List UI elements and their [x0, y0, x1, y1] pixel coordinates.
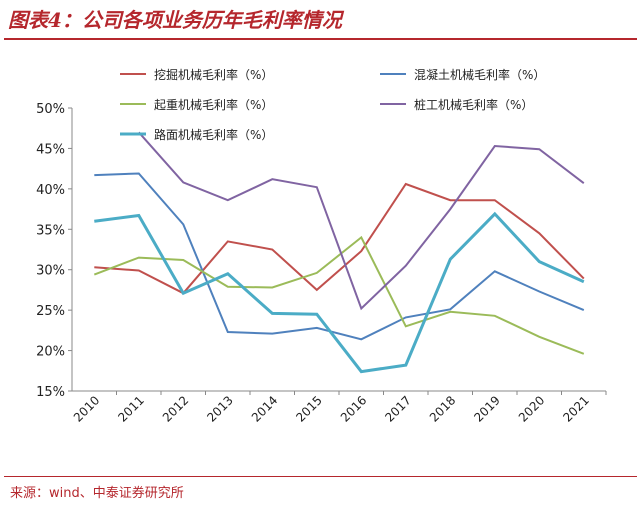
y-tick-label: 35%	[36, 223, 65, 238]
page-title: 图表4：公司各项业务历年毛利率情况	[8, 8, 342, 32]
legend-label: 路面机械毛利率（%）	[154, 127, 273, 142]
x-tick-label: 2013	[204, 393, 235, 424]
x-tick-label: 2019	[471, 393, 502, 424]
x-tick-label: 2016	[338, 393, 369, 424]
series-line	[94, 211, 585, 374]
x-tick-label: 2011	[115, 393, 146, 424]
x-tick-label: 2017	[382, 393, 413, 424]
x-tick-label: 2012	[160, 393, 191, 424]
series-line	[94, 172, 585, 341]
series-line	[94, 182, 585, 295]
y-tick-label: 15%	[36, 385, 65, 400]
y-tick-label: 20%	[36, 345, 65, 360]
x-tick-label: 2021	[560, 393, 591, 424]
y-tick-label: 30%	[36, 264, 65, 279]
title-divider	[4, 38, 637, 40]
y-tick-label: 40%	[36, 183, 65, 198]
legend-label: 起重机械毛利率（%）	[154, 97, 273, 112]
x-tick-label: 2014	[249, 393, 280, 424]
series-line	[138, 131, 585, 311]
y-tick-label: 50%	[36, 102, 65, 117]
y-tick-label: 25%	[36, 304, 65, 319]
x-tick-label: 2015	[293, 393, 324, 424]
legend-label: 桩工机械毛利率（%）	[414, 97, 533, 112]
legend-label: 挖掘机械毛利率（%）	[154, 67, 273, 82]
x-tick-label: 2010	[71, 393, 102, 424]
footer-divider	[4, 476, 637, 477]
legend-label: 混凝土机械毛利率（%）	[414, 67, 545, 82]
source-note: 来源：wind、中泰证券研究所	[10, 486, 184, 501]
x-tick-label: 2020	[516, 393, 547, 424]
series-line	[93, 235, 585, 355]
x-tick-label: 2018	[427, 393, 458, 424]
y-tick-label: 45%	[36, 142, 65, 157]
